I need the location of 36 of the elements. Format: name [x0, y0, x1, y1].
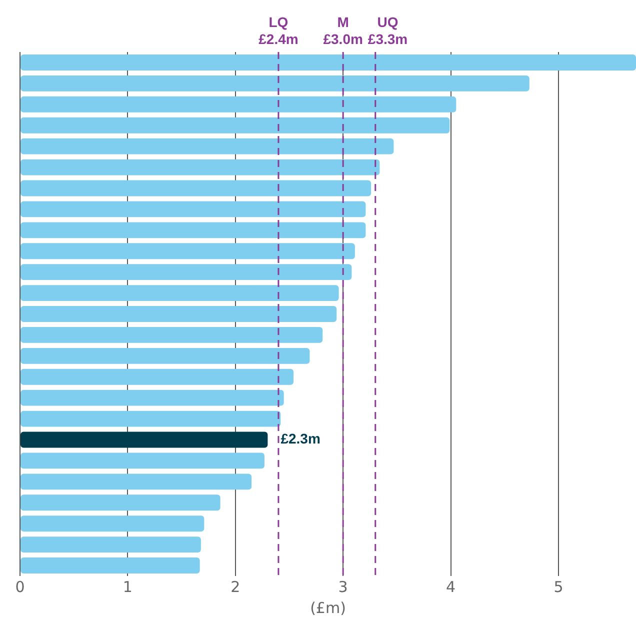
bar: [20, 75, 530, 92]
x-tick-label: 2: [230, 578, 240, 596]
ref-line-label: UQ £3.3m: [368, 14, 408, 47]
bar: [20, 264, 352, 280]
ref-line-label: M £3.0m: [323, 14, 363, 47]
data-label: £2.3m: [280, 430, 320, 447]
bar: [20, 306, 337, 322]
bar: [20, 516, 204, 532]
bar: [20, 96, 456, 112]
bar: [20, 494, 220, 511]
x-tick-label: 0: [15, 578, 25, 596]
bar: [20, 452, 264, 469]
x-tick-label: 1: [122, 578, 132, 596]
x-tick-label: 3: [338, 578, 348, 596]
bar: [20, 243, 355, 260]
bar: [20, 138, 394, 154]
bar: [20, 536, 201, 553]
x-tick-label: 5: [554, 578, 564, 596]
bar: [20, 326, 323, 343]
bar: [20, 159, 380, 176]
bar: [20, 432, 268, 448]
bar: [20, 348, 310, 364]
bar: [20, 285, 339, 302]
bar: [20, 558, 200, 574]
bar: [20, 410, 281, 427]
bar: [20, 180, 372, 196]
bar: [20, 54, 636, 70]
bar: [20, 474, 252, 490]
bar: [20, 390, 284, 406]
x-axis-title: (£m): [310, 598, 346, 617]
bar: [20, 117, 450, 134]
x-tick-label: 4: [446, 578, 456, 596]
ref-line-label: LQ £2.4m: [258, 14, 298, 47]
bar: [20, 222, 366, 238]
bar: [20, 368, 294, 385]
bar: [20, 201, 366, 218]
